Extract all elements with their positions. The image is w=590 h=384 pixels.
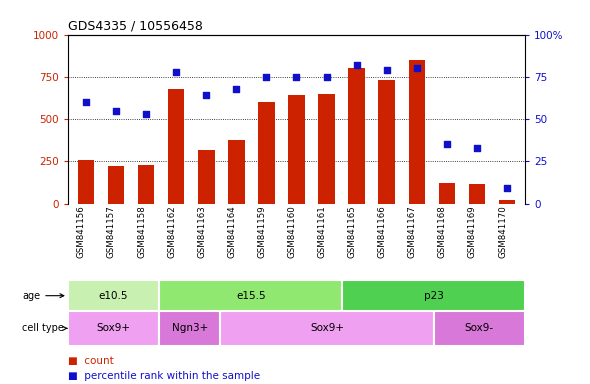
Text: e15.5: e15.5 [236,291,266,301]
Bar [438,183,455,204]
Bar [198,150,215,204]
Point [502,185,512,191]
Bar [68,280,159,311]
Text: GSM841166: GSM841166 [378,205,386,258]
Bar [348,68,365,204]
Text: GSM841158: GSM841158 [137,205,146,258]
Point [412,65,421,71]
Bar [468,184,485,204]
Text: GSM841168: GSM841168 [438,205,447,258]
Text: e10.5: e10.5 [99,291,129,301]
Text: GSM841161: GSM841161 [317,205,326,258]
Text: GSM841165: GSM841165 [348,205,356,258]
Bar [499,200,515,204]
Text: Sox9+: Sox9+ [97,323,130,333]
Text: GSM841164: GSM841164 [227,205,237,258]
Text: ■  percentile rank within the sample: ■ percentile rank within the sample [68,371,260,381]
Bar [168,89,185,204]
Point [352,62,361,68]
Text: GSM841159: GSM841159 [257,205,267,258]
Text: p23: p23 [424,291,444,301]
Bar [434,311,525,346]
Point [112,108,121,114]
Text: ■  count: ■ count [68,356,114,366]
Point [142,111,151,117]
Bar [342,280,525,311]
Text: Sox9-: Sox9- [465,323,494,333]
Point [232,86,241,92]
Text: GDS4335 / 10556458: GDS4335 / 10556458 [68,20,203,33]
Text: GSM841156: GSM841156 [77,205,86,258]
Text: GSM841169: GSM841169 [468,205,477,258]
Point [292,74,301,80]
Text: Ngn3+: Ngn3+ [172,323,208,333]
Bar [288,95,305,204]
Point [382,67,391,73]
Bar [258,102,275,204]
Text: cell type: cell type [22,323,67,333]
Text: GSM841157: GSM841157 [107,205,116,258]
Point [442,141,451,147]
Text: GSM841162: GSM841162 [167,205,176,258]
Point [81,99,91,105]
Bar [108,166,124,204]
Bar [228,140,245,204]
Text: GSM841160: GSM841160 [287,205,297,258]
Point [262,74,271,80]
Text: Sox9+: Sox9+ [310,323,344,333]
Bar [138,165,155,204]
Bar [78,161,94,204]
Text: GSM841167: GSM841167 [408,205,417,258]
Text: age: age [22,291,64,301]
Bar [159,280,342,311]
Point [172,69,181,75]
Bar [220,311,434,346]
Point [472,145,481,151]
Point [202,92,211,98]
Text: GSM841163: GSM841163 [197,205,206,258]
Bar [318,94,335,204]
Bar [378,80,395,204]
Text: GSM841170: GSM841170 [498,205,507,258]
Bar [159,311,220,346]
Bar [68,311,159,346]
Point [322,74,331,80]
Bar [408,60,425,204]
